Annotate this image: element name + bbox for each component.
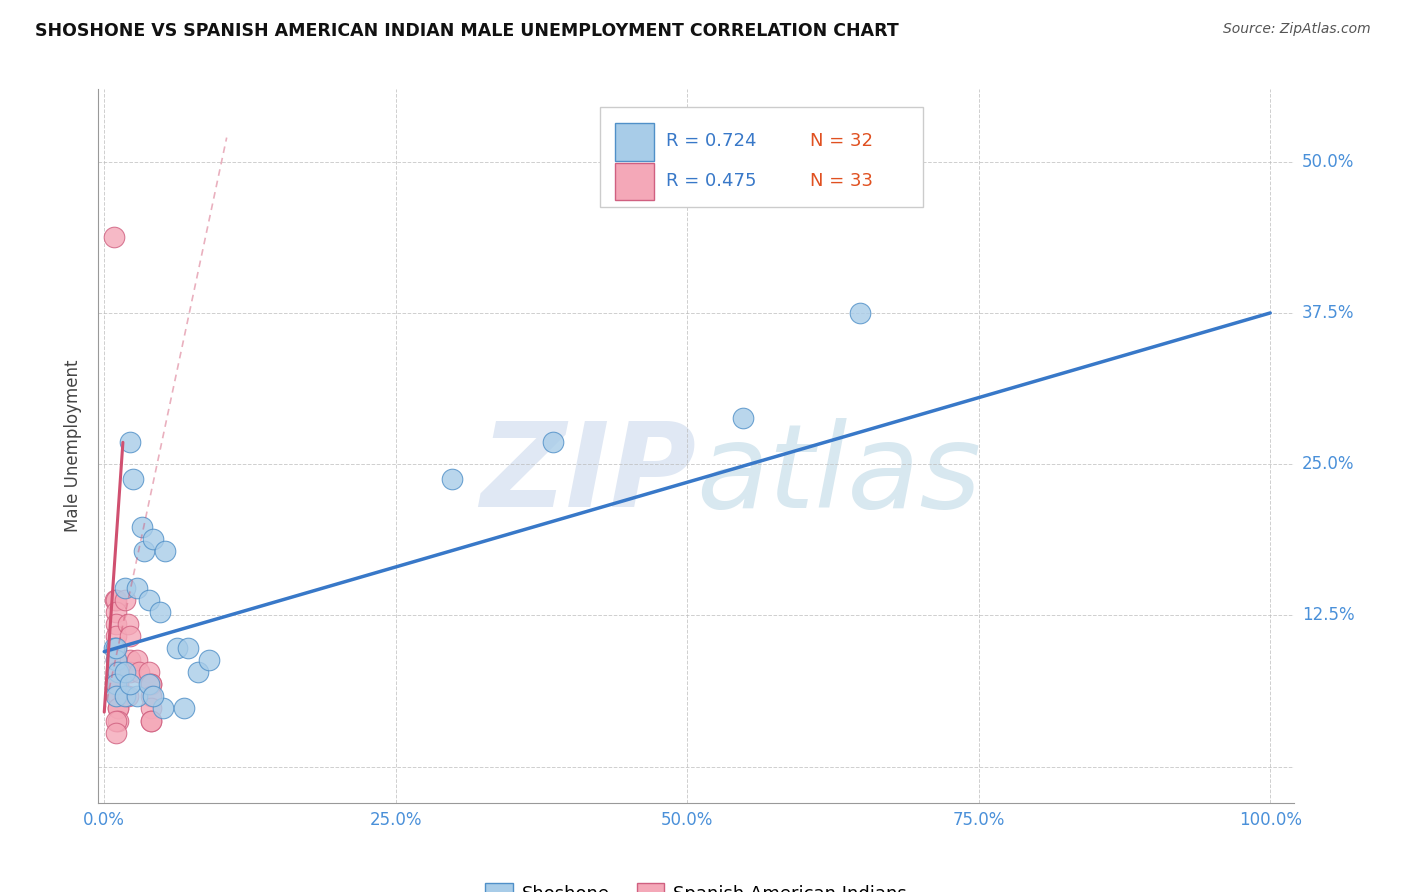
Point bbox=[107, 690, 129, 704]
Point bbox=[107, 690, 129, 704]
Text: N = 33: N = 33 bbox=[810, 171, 873, 189]
Point bbox=[166, 640, 188, 655]
Point bbox=[114, 690, 136, 704]
Point bbox=[139, 701, 162, 715]
Point bbox=[138, 592, 160, 607]
Point bbox=[186, 665, 208, 680]
Point bbox=[114, 665, 136, 680]
Text: R = 0.475: R = 0.475 bbox=[666, 171, 756, 189]
Point bbox=[139, 690, 162, 704]
Point bbox=[118, 435, 141, 450]
Point bbox=[131, 520, 153, 534]
Point bbox=[114, 592, 136, 607]
Point bbox=[152, 701, 174, 715]
Point bbox=[103, 640, 125, 655]
Point bbox=[107, 714, 129, 728]
Point bbox=[733, 411, 755, 425]
Point bbox=[104, 690, 127, 704]
Point bbox=[114, 581, 136, 595]
Point bbox=[117, 616, 139, 631]
Text: 12.5%: 12.5% bbox=[1302, 607, 1354, 624]
Point bbox=[142, 532, 165, 546]
Point bbox=[139, 677, 162, 691]
Point bbox=[125, 653, 148, 667]
Point bbox=[139, 714, 162, 728]
FancyBboxPatch shape bbox=[614, 162, 654, 200]
Point bbox=[138, 677, 160, 691]
Point bbox=[107, 665, 129, 680]
Point bbox=[104, 592, 127, 607]
Point bbox=[107, 677, 129, 691]
Text: ZIP: ZIP bbox=[479, 417, 696, 532]
Point bbox=[104, 677, 127, 691]
Point bbox=[125, 581, 148, 595]
Point bbox=[118, 665, 141, 680]
Text: atlas: atlas bbox=[696, 417, 981, 532]
Point bbox=[139, 714, 162, 728]
Point bbox=[132, 544, 155, 558]
Point bbox=[198, 653, 221, 667]
Point bbox=[138, 665, 160, 680]
Point bbox=[142, 690, 165, 704]
Point bbox=[541, 435, 564, 450]
Point bbox=[104, 640, 127, 655]
Point bbox=[104, 616, 127, 631]
Point bbox=[104, 677, 127, 691]
Point bbox=[107, 701, 129, 715]
Text: 50.0%: 50.0% bbox=[1302, 153, 1354, 170]
Point bbox=[440, 472, 463, 486]
Point bbox=[104, 653, 127, 667]
Legend: Shoshone, Spanish American Indians: Shoshone, Spanish American Indians bbox=[478, 876, 914, 892]
FancyBboxPatch shape bbox=[614, 123, 654, 161]
Point bbox=[177, 640, 200, 655]
Text: Source: ZipAtlas.com: Source: ZipAtlas.com bbox=[1223, 22, 1371, 37]
Y-axis label: Male Unemployment: Male Unemployment bbox=[65, 359, 83, 533]
Point bbox=[849, 306, 872, 320]
Text: R = 0.724: R = 0.724 bbox=[666, 132, 756, 150]
Point bbox=[139, 677, 162, 691]
Point bbox=[104, 653, 127, 667]
Point bbox=[128, 665, 150, 680]
Point bbox=[104, 605, 127, 619]
Point bbox=[125, 690, 148, 704]
Point bbox=[153, 544, 176, 558]
Point bbox=[104, 665, 127, 680]
Text: N = 32: N = 32 bbox=[810, 132, 873, 150]
Point bbox=[118, 677, 141, 691]
Point bbox=[107, 701, 129, 715]
Point bbox=[104, 629, 127, 643]
Point bbox=[104, 640, 127, 655]
Point bbox=[173, 701, 195, 715]
Point bbox=[118, 653, 141, 667]
Point bbox=[104, 714, 127, 728]
Point bbox=[118, 629, 141, 643]
Point bbox=[104, 725, 127, 739]
Point bbox=[103, 229, 125, 244]
Text: SHOSHONE VS SPANISH AMERICAN INDIAN MALE UNEMPLOYMENT CORRELATION CHART: SHOSHONE VS SPANISH AMERICAN INDIAN MALE… bbox=[35, 22, 898, 40]
Point bbox=[117, 690, 139, 704]
Point bbox=[104, 592, 127, 607]
Point bbox=[122, 472, 145, 486]
FancyBboxPatch shape bbox=[600, 107, 922, 207]
Point bbox=[149, 605, 172, 619]
Text: 25.0%: 25.0% bbox=[1302, 455, 1354, 473]
Text: 37.5%: 37.5% bbox=[1302, 304, 1354, 322]
